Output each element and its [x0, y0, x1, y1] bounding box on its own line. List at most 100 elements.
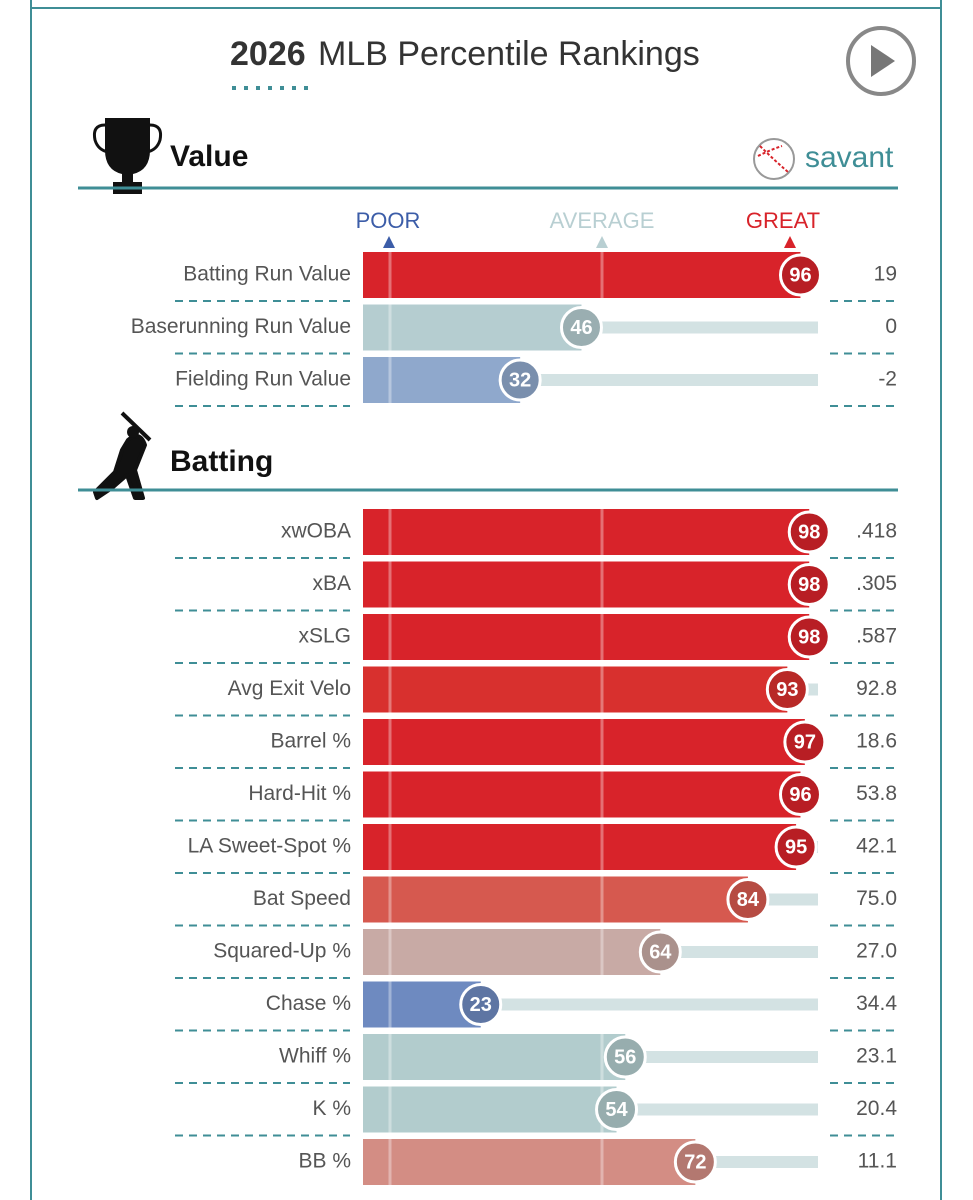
stat-value: .305 — [856, 572, 897, 595]
bar — [363, 1034, 626, 1080]
percentile-label: 95 — [785, 836, 807, 858]
percentile-label: 96 — [789, 784, 811, 806]
percentile-label: 97 — [794, 731, 816, 753]
stat-value: 23.1 — [856, 1045, 897, 1068]
row-label: Barrel % — [270, 730, 351, 753]
track — [695, 1156, 818, 1168]
percentile-label: 64 — [649, 941, 672, 963]
bar — [363, 876, 748, 923]
percentile-label: 32 — [509, 369, 531, 391]
percentile-badge — [673, 1140, 717, 1184]
percentile-label: 72 — [684, 1151, 706, 1173]
stat-value: 34.4 — [856, 992, 897, 1015]
percentile-badge — [765, 668, 809, 711]
row-label: Baserunning Run Value — [131, 315, 351, 338]
brand-logo — [753, 138, 795, 180]
row-label: Fielding Run Value — [175, 368, 351, 391]
percentile-badge — [595, 1088, 639, 1131]
bar — [363, 719, 805, 765]
row-label: K % — [312, 1097, 351, 1120]
track — [616, 1103, 818, 1116]
row-label: Avg Exit Velo — [228, 677, 351, 700]
bar — [363, 357, 521, 403]
section-title: Value — [170, 140, 248, 173]
percentile-badge — [787, 615, 831, 659]
bar — [363, 824, 797, 870]
stat-value: 27.0 — [856, 940, 897, 963]
percentile-badge — [603, 1035, 647, 1079]
row-label: Whiff % — [279, 1045, 351, 1068]
percentile-badge — [638, 930, 682, 974]
scale-marker — [784, 236, 796, 248]
percentile-badge — [787, 563, 831, 606]
row-label: xSLG — [298, 625, 351, 648]
stat-value: 75.0 — [856, 887, 897, 910]
percentile-badge — [498, 358, 542, 402]
stat-value: -2 — [878, 368, 897, 391]
bar — [363, 561, 810, 608]
stat-value: .418 — [856, 520, 897, 543]
percentile-label: 98 — [798, 574, 820, 596]
track — [520, 374, 818, 386]
bar — [363, 929, 661, 975]
stat-value: 20.4 — [856, 1097, 897, 1120]
bar — [363, 771, 801, 818]
stat-value: 11.1 — [858, 1150, 897, 1173]
row-label: xBA — [312, 572, 351, 595]
percentile-label: 84 — [737, 889, 760, 911]
percentile-label: 98 — [798, 521, 820, 543]
row-label: Batting Run Value — [183, 263, 351, 286]
percentile-label: 96 — [789, 264, 811, 286]
bar — [363, 666, 788, 713]
track — [625, 1051, 818, 1063]
track — [581, 321, 818, 334]
stat-value: 18.6 — [856, 730, 897, 753]
batter-icon — [93, 411, 152, 500]
bar — [363, 1139, 696, 1185]
percentile-label: 46 — [570, 317, 592, 339]
stat-value: 0 — [885, 315, 897, 338]
percentile-label: 98 — [798, 626, 820, 648]
brand: savant — [805, 141, 894, 174]
bar — [363, 304, 582, 351]
row-label: BB % — [298, 1150, 351, 1173]
row-label: Hard-Hit % — [248, 782, 351, 805]
percentile-label: 54 — [605, 1099, 628, 1121]
scale-marker — [596, 236, 608, 248]
percentile-badge — [459, 983, 503, 1026]
row-label: Squared-Up % — [213, 940, 351, 963]
track — [480, 998, 818, 1011]
stat-value: 42.1 — [856, 835, 897, 858]
percentile-badge — [787, 510, 831, 554]
year: 2026 — [230, 35, 306, 73]
percentile-badge — [778, 773, 822, 816]
play-icon[interactable] — [871, 45, 895, 77]
bar — [363, 614, 810, 660]
scale-marker — [383, 236, 395, 248]
row-label: LA Sweet-Spot % — [188, 835, 351, 858]
title: MLB Percentile Rankings — [318, 35, 700, 73]
percentile-badge — [774, 825, 818, 869]
row-label: Bat Speed — [253, 887, 351, 910]
scale-label: AVERAGE — [550, 208, 655, 233]
row-label: xwOBA — [281, 520, 351, 543]
bar — [363, 509, 810, 555]
stat-value: 53.8 — [856, 782, 897, 805]
track — [660, 946, 818, 958]
bar — [363, 252, 801, 298]
stat-value: 92.8 — [856, 677, 897, 700]
percentile-label: 93 — [776, 679, 798, 701]
bar — [363, 1086, 617, 1133]
stat-value: 19 — [874, 263, 897, 286]
percentile-label: 56 — [614, 1046, 636, 1068]
trophy-icon — [93, 118, 162, 194]
percentile-badge — [559, 306, 603, 349]
percentile-label: 23 — [470, 994, 492, 1016]
percentile-badge — [726, 878, 770, 921]
scale-label: GREAT — [746, 208, 820, 233]
play-button[interactable] — [846, 26, 916, 96]
scale-label: POOR — [356, 208, 421, 233]
section-title: Batting — [170, 445, 273, 478]
stat-value: .587 — [856, 625, 897, 648]
